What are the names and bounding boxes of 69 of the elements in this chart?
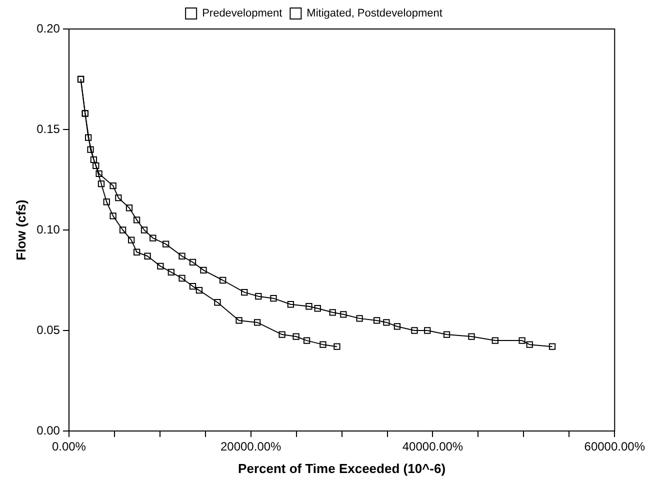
point <box>87 146 94 153</box>
point <box>133 216 140 224</box>
point <box>287 301 294 308</box>
point <box>468 333 475 340</box>
point <box>424 327 431 334</box>
point <box>103 198 110 206</box>
x-tick-label: 0.00% <box>52 440 86 454</box>
y-axis-title: Flow (cfs) <box>13 200 28 260</box>
point <box>110 212 116 220</box>
point <box>157 262 164 270</box>
y-tick-label: 0.15 <box>36 122 60 136</box>
point <box>90 156 98 163</box>
point <box>443 331 450 338</box>
point <box>178 252 186 260</box>
point <box>189 282 196 290</box>
point <box>254 319 261 326</box>
x-axis-title: Percent of Time Exceeded (10^-6) <box>238 460 446 476</box>
point <box>168 268 175 276</box>
point <box>329 309 336 316</box>
point <box>98 180 105 188</box>
point <box>492 337 498 344</box>
point <box>373 317 380 324</box>
point <box>306 303 312 310</box>
point <box>110 182 116 190</box>
point <box>115 194 122 202</box>
y-tick-label: 0.00 <box>36 423 60 438</box>
point <box>236 317 242 324</box>
point <box>85 134 92 141</box>
point <box>140 226 148 234</box>
x-tick-label: 60000.00% <box>584 440 646 454</box>
point <box>241 288 248 296</box>
legend-label: Mitigated, Postdevelopment <box>306 8 442 20</box>
point <box>162 240 170 248</box>
point <box>189 258 196 266</box>
point <box>126 204 133 212</box>
legend-label: Predevelopment <box>202 8 282 20</box>
point <box>178 274 186 282</box>
x-tick-label: 40000.00% <box>402 440 464 454</box>
point <box>526 341 533 348</box>
point <box>334 343 340 350</box>
point <box>96 170 102 178</box>
point <box>356 315 363 322</box>
point <box>278 331 286 338</box>
point <box>548 343 556 350</box>
point <box>340 311 347 318</box>
point <box>196 286 203 294</box>
point <box>128 236 135 244</box>
point <box>411 327 418 334</box>
y-tick-label: 0.20 <box>36 21 60 36</box>
y-tick-label: 0.05 <box>36 322 60 337</box>
point <box>133 248 140 256</box>
point <box>270 295 277 302</box>
point <box>119 226 126 234</box>
point <box>150 234 156 242</box>
point <box>394 323 401 330</box>
point <box>220 276 226 284</box>
point <box>314 305 321 312</box>
point <box>214 299 221 306</box>
point <box>320 341 326 348</box>
x-tick-label: 20000.00% <box>220 440 282 454</box>
point <box>144 252 151 260</box>
point <box>92 162 100 170</box>
point <box>292 333 300 340</box>
point <box>200 266 207 274</box>
point <box>303 337 310 344</box>
point <box>255 293 262 300</box>
y-tick-label: 0.10 <box>36 222 60 236</box>
point <box>518 337 526 344</box>
point <box>383 319 390 326</box>
